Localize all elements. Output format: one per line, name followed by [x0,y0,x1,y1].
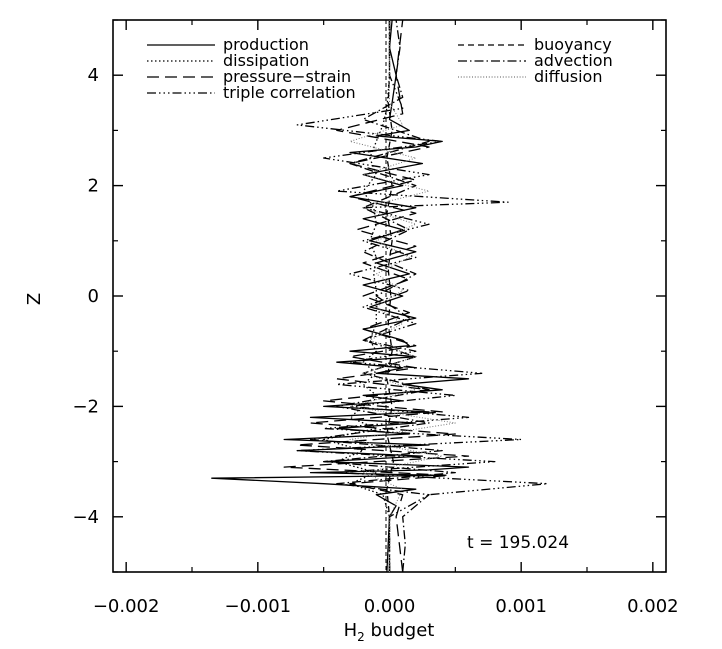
y-axis-title: Z [24,293,45,305]
x-tick-label: 0.001 [495,596,547,617]
x-tick-label: −0.001 [225,596,292,617]
legend-label: production [223,35,309,54]
series-line [349,20,456,572]
series-line [309,20,456,572]
series-line [283,20,470,572]
series-line [211,20,470,572]
legend-label: dissipation [223,51,309,70]
y-tick-label: −4 [72,507,99,528]
legend: productiondissipationpressure−straintrip… [147,35,613,102]
y-tick-label: −2 [72,396,99,417]
legend-label: triple correlation [223,83,356,102]
legend-label: advection [534,51,613,70]
x-tick-label: −0.002 [93,596,160,617]
series-line [323,20,391,572]
x-axis-title: H2 budget [344,620,435,644]
y-tick-label: 0 [88,286,99,307]
plot-frame [112,19,667,573]
axis-ticks [113,19,666,573]
time-annotation: t = 195.024 [467,533,569,553]
legend-label: pressure−strain [223,67,351,86]
series-lines [211,20,549,572]
legend-label: buoyancy [534,35,612,54]
x-tick-label: 0.002 [627,596,679,617]
x-tick-label: 0.000 [364,596,416,617]
y-tick-label: 4 [88,65,99,86]
legend-label: diffusion [534,67,602,86]
y-tick-label: 2 [88,176,99,197]
series-line [296,20,549,572]
y-tick-labels: −4 −2 0 2 4 [72,65,99,528]
series-line [386,20,395,572]
x-tick-labels: −0.002 −0.001 0.000 0.001 0.002 [93,596,679,617]
